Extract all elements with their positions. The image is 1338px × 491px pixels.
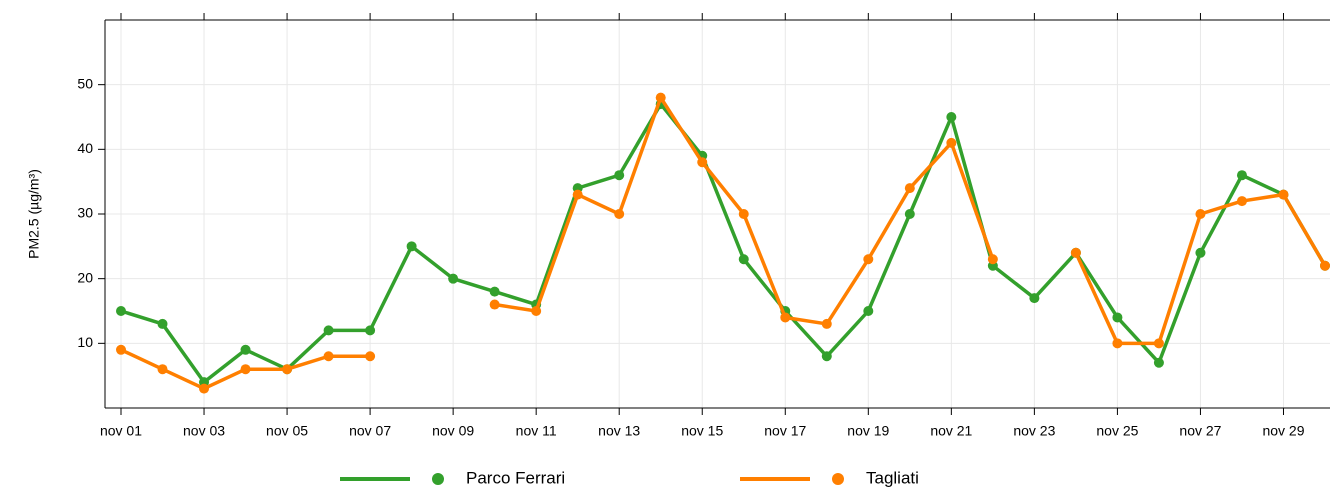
data-point	[199, 383, 210, 394]
x-tick-label: nov 23	[1013, 423, 1055, 439]
x-tick-label: nov 25	[1096, 423, 1138, 439]
data-point	[655, 92, 666, 103]
data-point	[614, 170, 625, 181]
data-point	[738, 254, 749, 265]
series-line	[120, 102, 1327, 384]
data-point	[240, 344, 251, 355]
data-point	[572, 189, 583, 200]
data-point	[1070, 247, 1081, 258]
x-tick-label: nov 15	[681, 423, 723, 439]
data-point	[1195, 209, 1206, 219]
data-point	[946, 137, 957, 148]
data-point	[282, 364, 293, 375]
x-tick-label: nov 17	[764, 423, 806, 439]
data-point	[821, 318, 832, 329]
data-point	[780, 312, 791, 323]
data-point	[738, 209, 749, 219]
data-point	[1320, 260, 1330, 271]
x-tick-label: nov 09	[432, 423, 474, 439]
data-point	[116, 306, 126, 316]
data-point	[1236, 170, 1247, 181]
x-tick-label: nov 03	[183, 423, 225, 439]
data-point	[821, 351, 832, 362]
data-point	[697, 157, 708, 168]
data-point	[157, 364, 168, 375]
legend-label: Parco Ferrari	[466, 468, 565, 487]
data-point	[863, 254, 874, 265]
y-tick-label: 40	[77, 140, 93, 156]
y-tick-label: 50	[77, 75, 93, 91]
data-point	[365, 325, 376, 336]
data-point	[1153, 357, 1164, 368]
data-point	[116, 344, 126, 355]
x-tick-label: nov 13	[598, 423, 640, 439]
data-point	[1112, 312, 1123, 323]
y-axis-label: PM2.5 (µg/m³)	[26, 169, 42, 259]
x-tick-label: nov 29	[1262, 423, 1304, 439]
y-tick-label: 20	[77, 269, 93, 285]
data-point	[1195, 247, 1206, 258]
data-point	[904, 183, 915, 194]
data-point	[489, 299, 500, 310]
x-tick-label: nov 07	[349, 423, 391, 439]
data-point	[1112, 338, 1123, 349]
y-tick-label: 10	[77, 334, 93, 350]
data-point	[1236, 196, 1247, 207]
data-point	[448, 273, 459, 284]
data-point	[1153, 338, 1164, 349]
data-point	[614, 209, 625, 219]
data-point	[365, 351, 376, 362]
x-tick-label: nov 21	[930, 423, 972, 439]
legend-label: Tagliati	[866, 468, 919, 487]
x-tick-label: nov 11	[516, 423, 557, 439]
data-point	[240, 364, 251, 375]
x-tick-label: nov 05	[266, 423, 308, 439]
x-tick-label: nov 27	[1179, 423, 1221, 439]
y-tick-label: 30	[77, 205, 93, 221]
data-point	[946, 112, 957, 122]
x-tick-label: nov 01	[100, 423, 142, 439]
legend-dot	[432, 473, 444, 485]
data-point	[406, 241, 417, 252]
data-point	[531, 306, 542, 316]
data-point	[489, 286, 500, 297]
data-point	[323, 325, 334, 336]
data-point	[863, 306, 874, 316]
data-point	[904, 209, 915, 219]
data-point	[157, 318, 168, 329]
x-tick-label: nov 19	[847, 423, 889, 439]
data-point	[323, 351, 334, 362]
legend-dot	[832, 473, 844, 485]
data-point	[1278, 189, 1289, 200]
data-point	[987, 254, 998, 265]
data-point	[1029, 293, 1040, 304]
